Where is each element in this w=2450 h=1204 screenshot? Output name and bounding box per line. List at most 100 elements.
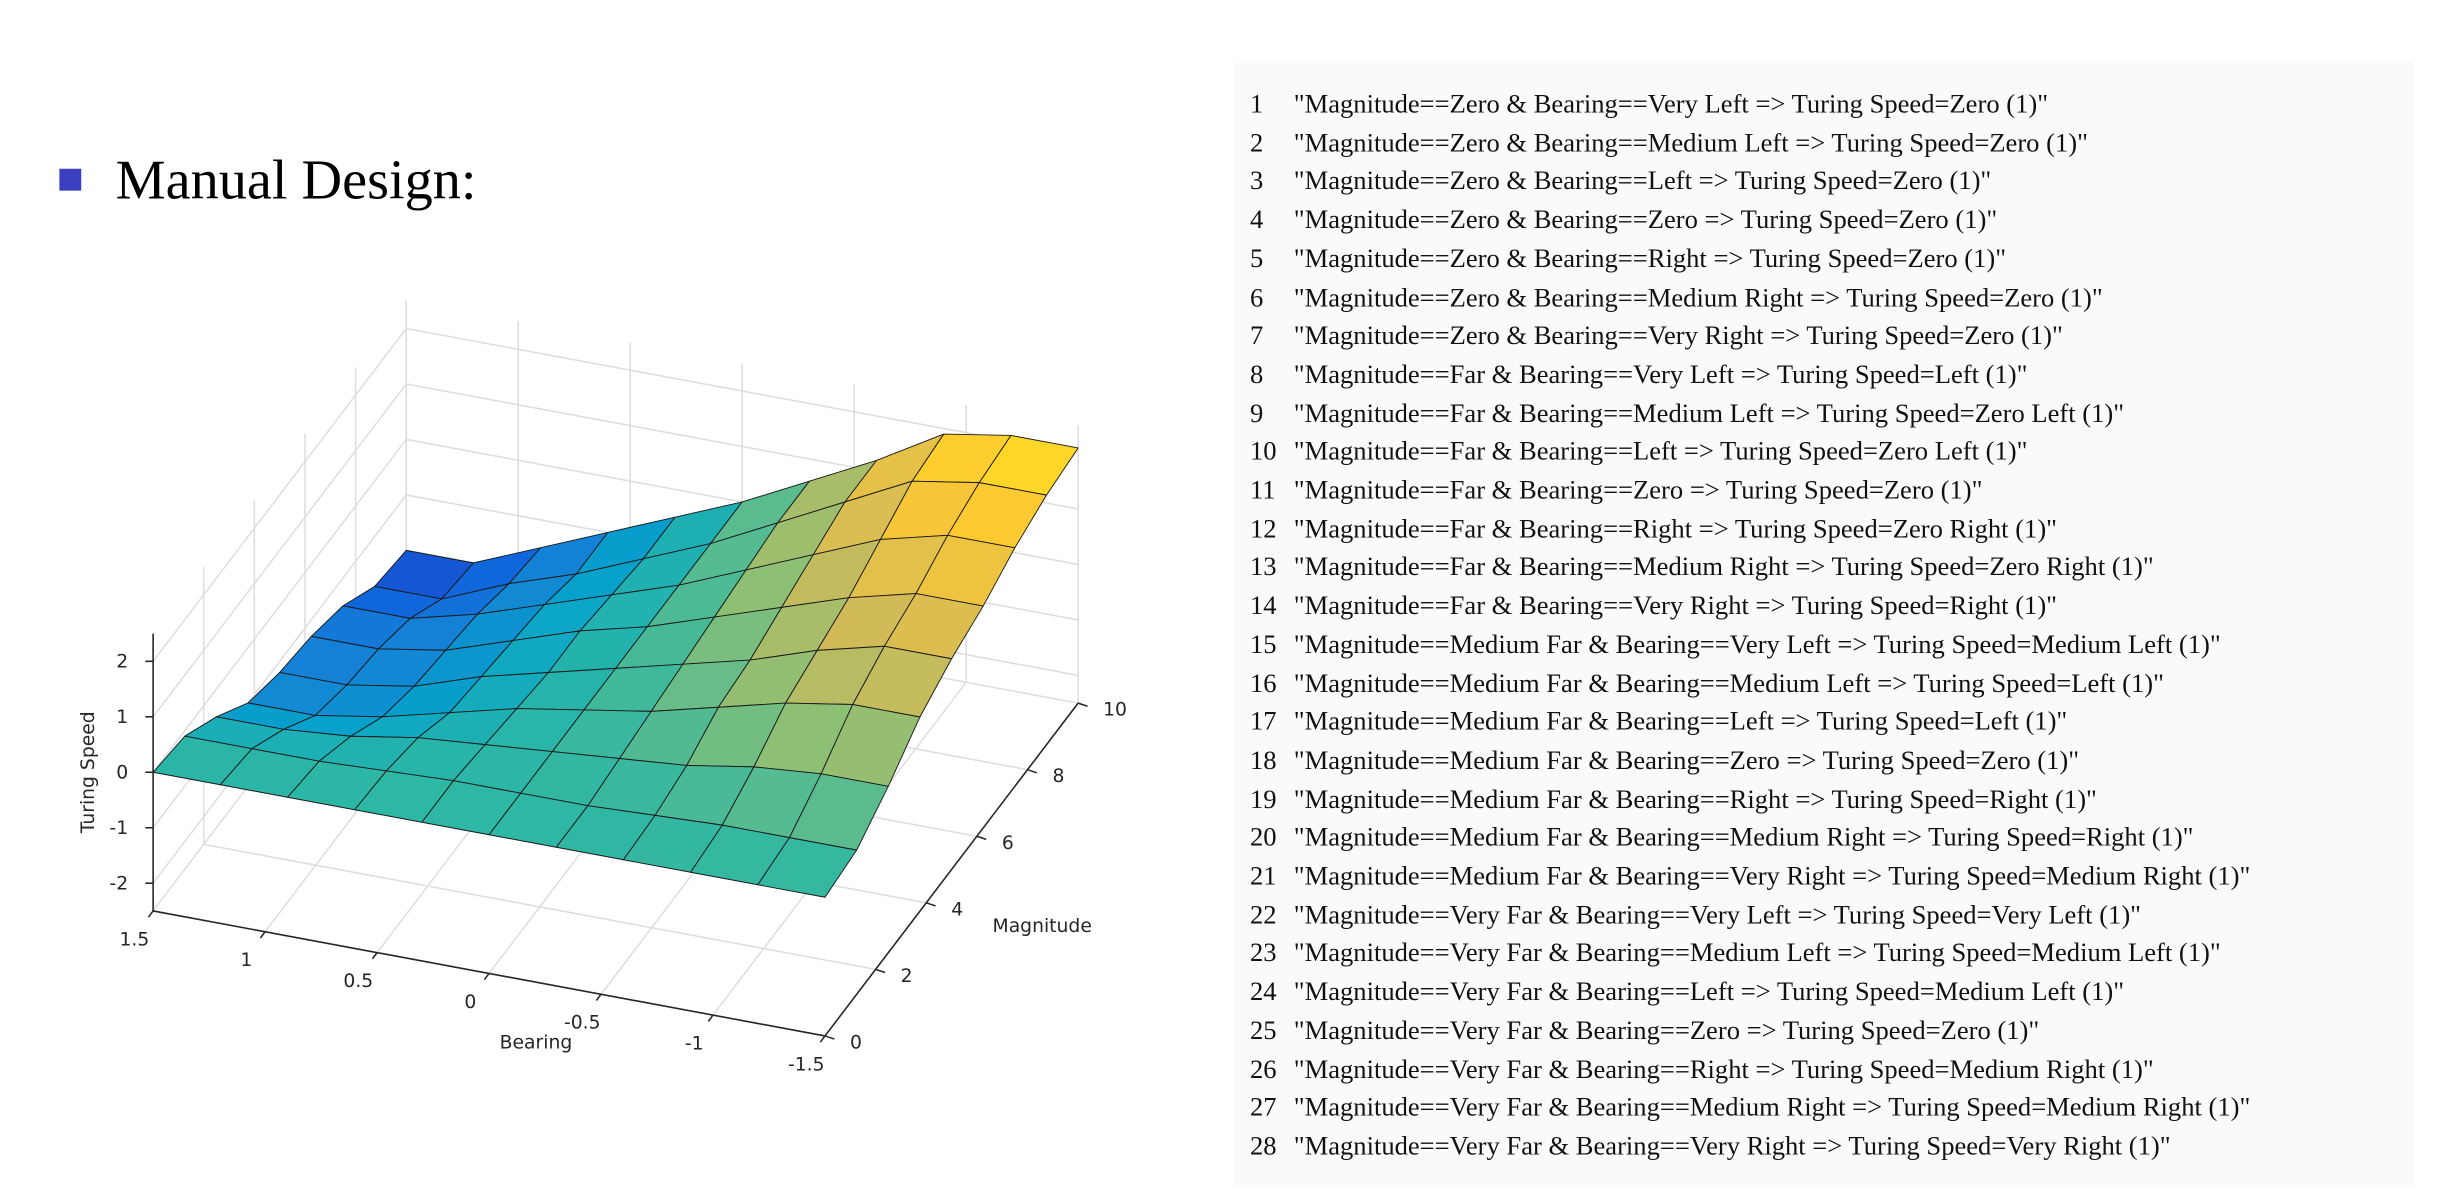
y-axis-label: Magnitude (993, 916, 1092, 937)
rule: 18 "Magnitude==Medium Far & Bearing==Zero… (1250, 745, 2079, 776)
grid-line (152, 438, 407, 773)
rule-number: 23 (1250, 938, 1277, 968)
y-tick-label: 0 (850, 1032, 862, 1053)
rule: 27 "Magnitude==Very Far & Bearing==Medium… (1250, 1092, 2250, 1123)
y-tick-label: 2 (901, 966, 913, 987)
rule-number: 25 (1250, 1015, 1277, 1045)
grid-line (152, 328, 407, 662)
x-tick-label: 1.5 (119, 929, 149, 950)
tick-mark (147, 910, 154, 918)
rule-number: 4 (1250, 204, 1264, 235)
y-axis (824, 702, 1079, 1037)
rule-text: "Magnitude==Far & Bearing==Medium Left =… (1293, 397, 2125, 428)
rule-number: 2 (1250, 127, 1264, 158)
rule-number: 14 (1250, 590, 1277, 621)
grid-line (203, 843, 876, 971)
rule: 6 "Magnitude==Zero & Bearing==Medium Righ… (1250, 282, 2103, 313)
rule: 9 "Magnitude==Far & Bearing==Medium Left … (1250, 398, 2124, 429)
z-tick-label: -2 (109, 873, 128, 894)
rule: 2 "Magnitude==Zero & Bearing==Medium Left… (1250, 128, 2088, 159)
x-tick-label: 0 (464, 992, 476, 1013)
tick-mark (976, 835, 987, 841)
rule: 8 "Magnitude==Far & Bearing==Very Left =>… (1250, 359, 2027, 390)
x-axis-label: Bearing (500, 1032, 573, 1053)
rule-text: "Magnitude==Far & Bearing==Zero => Turin… (1293, 475, 1983, 505)
rule: 3 "Magnitude==Zero & Bearing==Left => Tur… (1250, 166, 1991, 197)
tick-mark (259, 931, 266, 939)
y-tick-label: 8 (1053, 766, 1065, 787)
tick-mark (926, 902, 936, 907)
rule-text: "Magnitude==Zero & Bearing==Medium Right… (1293, 282, 2103, 312)
rule-text: "Magnitude==Zero & Bearing==Zero => Turi… (1293, 204, 1998, 235)
tick-mark (595, 993, 602, 1001)
tick-mark (483, 972, 490, 981)
rule-number: 6 (1250, 282, 1264, 312)
rule-text: "Magnitude==Zero & Bearing==Medium Left … (1293, 127, 2088, 158)
bullet-text: Manual Design: (115, 148, 477, 211)
rule: 14 "Magnitude==Far & Bearing==Very Right … (1250, 591, 2057, 622)
rule-text: "Magnitude==Medium Far & Bearing==Medium… (1293, 822, 2194, 853)
rule-text: "Magnitude==Medium Far & Bearing==Very R… (1293, 860, 2251, 891)
rule-text: "Magnitude==Far & Bearing==Left => Turin… (1293, 436, 2028, 467)
tick-mark (371, 952, 378, 960)
rule-text: "Magnitude==Far & Bearing==Very Left => … (1293, 359, 2028, 389)
rule: 24 "Magnitude==Very Far & Bearing==Left =… (1250, 977, 2124, 1008)
rule-number: 5 (1250, 243, 1264, 274)
rule-number: 27 (1250, 1092, 1277, 1123)
rule: 17 "Magnitude==Medium Far & Bearing==Left… (1250, 707, 2067, 738)
x-tick-label: 0.5 (343, 971, 373, 992)
tick-mark (875, 968, 886, 974)
rule-text: "Magnitude==Medium Far & Bearing==Zero =… (1293, 745, 2080, 775)
rule-text: "Magnitude==Zero & Bearing==Left => Turi… (1293, 166, 1992, 196)
rule-number: 20 (1250, 822, 1277, 853)
rule: 16 "Magnitude==Medium Far & Bearing==Medi… (1250, 668, 2164, 699)
rule-text: "Magnitude==Very Far & Bearing==Right =>… (1293, 1053, 2154, 1084)
rule-text: "Magnitude==Very Far & Bearing==Zero => … (1293, 1015, 2040, 1045)
rule-text: "Magnitude==Far & Bearing==Very Right =>… (1293, 590, 2058, 621)
rule-text: "Magnitude==Far & Bearing==Medium Right … (1293, 552, 2154, 582)
rule: 11 "Magnitude==Far & Bearing==Zero => Tur… (1250, 475, 1982, 506)
rule: 19 "Magnitude==Medium Far & Bearing==Righ… (1250, 784, 2097, 815)
tick-mark (819, 1035, 826, 1043)
z-axis-label: Turing Speed (78, 711, 99, 834)
rule-text: "Magnitude==Very Far & Bearing==Medium L… (1293, 938, 2221, 968)
tick-mark (1027, 768, 1038, 774)
rule: 12 "Magnitude==Far & Bearing==Right => Tu… (1250, 514, 2057, 545)
rule: 20 "Magnitude==Medium Far & Bearing==Medi… (1250, 822, 2194, 853)
rule: 13 "Magnitude==Far & Bearing==Medium Righ… (1250, 552, 2154, 583)
rule-number: 19 (1250, 783, 1277, 814)
rule-number: 7 (1250, 320, 1264, 351)
rule: 1 "Magnitude==Zero & Bearing==Very Left =… (1250, 89, 2048, 120)
rule-number: 26 (1250, 1053, 1277, 1084)
rule: 25 "Magnitude==Very Far & Bearing==Zero =… (1250, 1015, 2039, 1046)
rule-text: "Magnitude==Very Far & Bearing==Medium R… (1293, 1092, 2251, 1123)
surface-patch (757, 837, 858, 898)
rule-number: 28 (1250, 1131, 1277, 1161)
rule: 15 "Magnitude==Medium Far & Bearing==Very… (1250, 629, 2221, 660)
x-tick-label: -1.5 (788, 1054, 825, 1075)
rule-number: 11 (1250, 475, 1276, 505)
rule-number: 10 (1250, 436, 1277, 467)
y-tick-label: 10 (1103, 700, 1127, 721)
rule-number: 21 (1250, 860, 1277, 891)
surface-chart: 1.5 1 0.5 0 -0.5 -1 -1.5 0 2 4 6 8 10 -2 -1 0 1 2 Bearing M… (78, 300, 1127, 1075)
rule-number: 17 (1250, 706, 1277, 737)
rule-number: 16 (1250, 667, 1277, 698)
rule-number: 15 (1250, 629, 1277, 660)
rule-number: 12 (1250, 513, 1277, 544)
z-tick-label: 0 (116, 763, 128, 784)
bullet-marker (59, 168, 82, 191)
y-tick-label: 6 (1002, 833, 1014, 854)
rule: 28 "Magnitude==Very Far & Bearing==Very R… (1250, 1131, 2171, 1162)
tick-mark (1077, 702, 1088, 707)
rule-text: "Magnitude==Far & Bearing==Right => Turi… (1293, 513, 2058, 544)
rule-number: 3 (1250, 166, 1264, 196)
rule: 10 "Magnitude==Far & Bearing==Left => Tur… (1250, 436, 2027, 467)
rule-text: "Magnitude==Zero & Bearing==Very Left =>… (1293, 89, 2049, 119)
rule-text: "Magnitude==Medium Far & Bearing==Left =… (1293, 706, 2068, 737)
y-tick-label: 4 (951, 899, 963, 920)
rule-number: 22 (1250, 899, 1277, 930)
z-tick-label: 2 (116, 652, 128, 673)
rule-number: 1 (1250, 89, 1264, 119)
